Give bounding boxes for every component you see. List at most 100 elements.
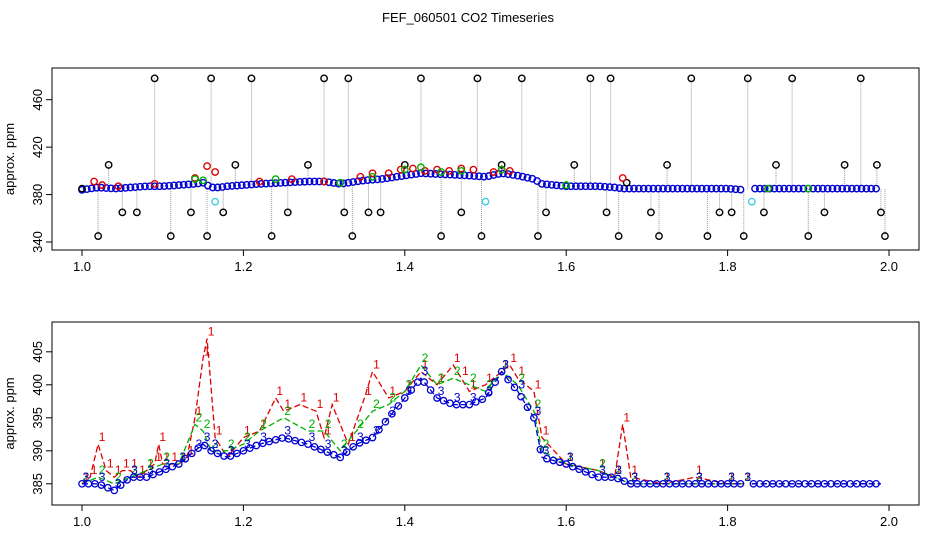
data-point-black	[340, 208, 349, 217]
series-marker-1: 1	[260, 417, 267, 431]
data-point-blue	[329, 450, 338, 459]
data-point-blue	[381, 417, 390, 426]
series-marker-2: 2	[631, 470, 638, 484]
data-point-blue	[571, 182, 580, 191]
data-point-red	[211, 168, 220, 176]
data-point-blue	[814, 184, 822, 193]
data-point-blue	[639, 184, 648, 193]
data-point-blue	[420, 378, 429, 387]
top-panel: 1.0 1.2 1.4 1.6 1.8 2.0 340 380 420 460 approx. pp…	[2, 67, 920, 274]
data-point-blue	[479, 172, 488, 181]
data-point-black	[457, 208, 466, 217]
data-point-blue	[184, 180, 193, 189]
data-point-blue	[233, 181, 241, 190]
data-point-blue	[683, 184, 692, 193]
data-point-blue	[123, 475, 132, 484]
data-point-black	[647, 208, 655, 217]
data-point-blue	[857, 184, 866, 193]
data-point-blue	[87, 184, 96, 193]
data-point-blue	[615, 184, 624, 193]
series-marker-1: 1	[276, 384, 283, 398]
series-marker-2: 2	[244, 430, 251, 444]
data-point-black	[78, 184, 86, 193]
data-point-blue	[121, 183, 130, 192]
series-marker-2: 2	[486, 377, 493, 391]
series-marker-1: 1	[115, 463, 122, 477]
data-point-blue	[605, 183, 614, 192]
data-point-blue	[400, 394, 409, 402]
data-point-blue	[165, 181, 174, 190]
data-point-blue	[349, 178, 358, 186]
data-point-red	[396, 165, 405, 174]
data-point-blue	[547, 180, 556, 189]
data-point-red	[255, 177, 264, 186]
series-marker-1: 1	[171, 450, 178, 464]
series-marker-1: 1	[333, 391, 340, 405]
data-point-red	[469, 165, 478, 174]
data-point-black	[872, 161, 881, 169]
data-point-red	[408, 164, 417, 173]
data-point-black	[586, 74, 595, 83]
data-point-black	[219, 208, 228, 217]
series-marker-3: 3	[212, 437, 219, 451]
y-tick-label: 400	[30, 374, 45, 396]
series-marker-2: 2	[260, 417, 267, 431]
data-point-black	[663, 161, 671, 169]
data-point-blue	[649, 184, 658, 193]
data-point-blue	[242, 180, 251, 189]
data-point-blue	[136, 182, 145, 191]
data-point-blue	[446, 170, 454, 179]
series-marker-1: 1	[422, 358, 429, 372]
series-marker-2: 2	[535, 397, 542, 411]
series-marker-1: 1	[510, 351, 517, 365]
data-point-blue	[116, 481, 125, 489]
data-point-blue	[107, 184, 115, 193]
data-point-blue	[818, 184, 827, 193]
data-point-blue	[266, 179, 275, 188]
data-point-blue	[336, 453, 345, 462]
series-marker-3: 3	[744, 470, 751, 484]
data-point-blue	[378, 175, 387, 183]
series-marker-1: 1	[462, 364, 469, 378]
data-point-black	[606, 74, 615, 83]
data-point-blue	[218, 183, 227, 191]
series-marker-1: 1	[301, 391, 308, 405]
data-point-red	[433, 165, 441, 174]
series-marker-2: 2	[131, 463, 138, 477]
data-point-green	[562, 181, 571, 189]
data-point-blue	[194, 444, 203, 453]
series-marker-3: 3	[502, 358, 509, 372]
data-point-blue	[567, 182, 575, 191]
data-point-blue	[557, 181, 566, 190]
series-marker-3: 3	[599, 463, 606, 477]
series-marker-1: 1	[317, 397, 324, 411]
y-tick-label: 395	[30, 407, 45, 429]
chart-title: FEF_060501 CO2 Timeseries	[382, 10, 554, 25]
data-point-black	[622, 178, 631, 187]
y-tick-label: 390	[30, 440, 45, 462]
series-marker-1: 1	[139, 463, 146, 477]
series-marker-3: 3	[728, 470, 735, 484]
series-marker-1: 1	[664, 470, 671, 484]
series-marker-3: 3	[260, 430, 267, 444]
data-point-black	[166, 232, 175, 240]
data-point-blue	[581, 182, 590, 191]
data-point-black	[203, 232, 211, 240]
data-point-blue	[239, 446, 248, 455]
data-point-blue	[591, 182, 600, 191]
data-point-blue	[755, 184, 764, 193]
series-marker-1: 1	[599, 457, 606, 471]
data-point-blue	[174, 181, 183, 189]
data-point-red	[90, 177, 99, 186]
series-marker-1: 1	[123, 457, 130, 471]
data-point-blue	[315, 177, 324, 186]
data-point-blue	[596, 182, 604, 191]
series-marker-3: 3	[664, 470, 671, 484]
data-point-blue	[785, 184, 793, 193]
series-marker-2: 2	[341, 437, 348, 451]
series-marker-1: 1	[470, 377, 477, 391]
series-marker-1: 1	[365, 384, 372, 398]
data-point-blue	[450, 170, 459, 179]
series-marker-3: 3	[470, 391, 477, 405]
data-point-blue	[339, 179, 348, 188]
